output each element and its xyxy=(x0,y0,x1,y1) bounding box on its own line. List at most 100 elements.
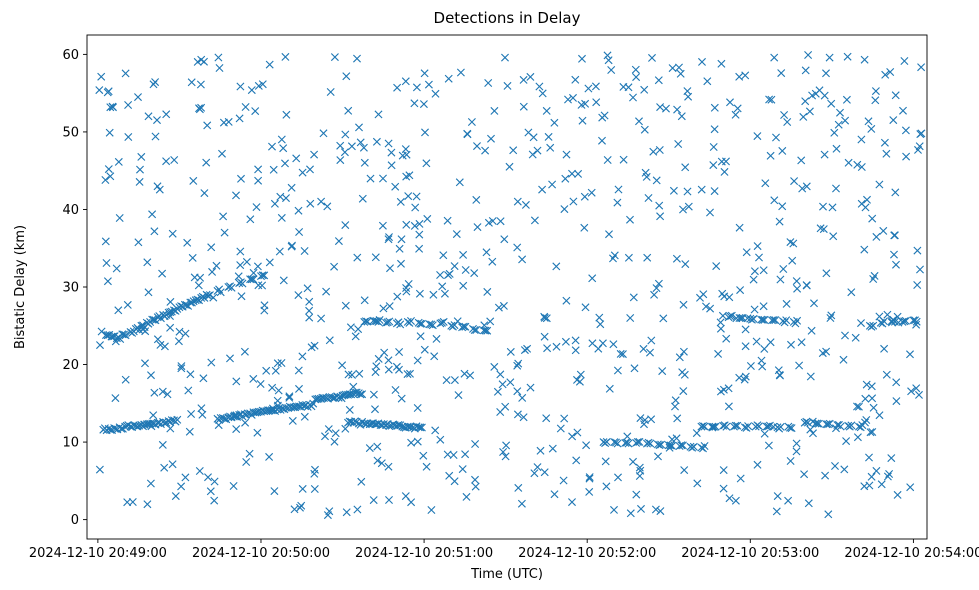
clutter-point xyxy=(287,183,296,192)
clutter-point xyxy=(212,261,221,270)
track-point xyxy=(755,422,763,431)
track-point xyxy=(374,317,383,326)
clutter-point xyxy=(825,53,834,62)
clutter-point xyxy=(866,428,875,437)
track-point xyxy=(257,272,265,281)
track-point xyxy=(644,438,653,447)
clutter-point xyxy=(436,271,445,279)
clutter-point xyxy=(673,105,682,114)
clutter-point xyxy=(750,305,759,314)
clutter-point xyxy=(733,104,742,113)
track-point xyxy=(470,326,479,334)
clutter-point xyxy=(706,304,715,313)
clutter-point xyxy=(158,440,167,449)
clutter-point xyxy=(872,232,881,241)
clutter-point xyxy=(614,185,623,194)
track-point xyxy=(472,326,481,334)
track-point xyxy=(869,321,878,330)
clutter-point xyxy=(398,151,407,160)
clutter-point xyxy=(718,289,727,298)
clutter-point xyxy=(576,370,585,379)
clutter-point xyxy=(298,168,307,177)
clutter-point xyxy=(106,103,115,112)
clutter-point xyxy=(443,450,452,459)
clutter-point xyxy=(114,157,123,166)
clutter-point xyxy=(710,187,719,196)
clutter-point xyxy=(281,159,289,168)
x-tick-label: 2024-12-10 20:54:00 xyxy=(844,546,979,561)
track-point xyxy=(371,317,380,326)
clutter-point xyxy=(458,465,467,474)
track-point xyxy=(148,315,157,324)
track-point xyxy=(458,323,467,332)
clutter-point xyxy=(709,161,718,170)
clutter-point xyxy=(484,79,493,87)
track-point xyxy=(481,326,490,335)
clutter-point xyxy=(724,402,733,411)
track-point xyxy=(298,401,307,409)
points-layer xyxy=(95,51,926,520)
clutter-point xyxy=(636,466,645,475)
clutter-point xyxy=(842,95,851,104)
clutter-point xyxy=(574,169,583,178)
clutter-point xyxy=(828,203,837,212)
clutter-point xyxy=(513,361,522,370)
clutter-point xyxy=(883,472,892,481)
track-point xyxy=(901,316,910,325)
clutter-point xyxy=(311,465,319,474)
clutter-point xyxy=(429,290,438,299)
clutter-point xyxy=(802,281,811,290)
clutter-point xyxy=(780,111,789,119)
clutter-point xyxy=(595,313,604,322)
clutter-point xyxy=(151,132,160,141)
clutter-point xyxy=(636,414,645,423)
clutter-point xyxy=(505,162,514,171)
clutter-point xyxy=(801,97,810,106)
clutter-point xyxy=(395,244,404,253)
clutter-point xyxy=(103,88,112,97)
clutter-point xyxy=(186,370,195,379)
clutter-point xyxy=(913,281,922,289)
clutter-point xyxy=(618,350,627,359)
clutter-point xyxy=(294,366,303,375)
clutter-point xyxy=(181,473,190,482)
clutter-point xyxy=(788,256,797,265)
clutter-point xyxy=(641,168,650,177)
clutter-point xyxy=(181,329,190,338)
clutter-point xyxy=(160,463,169,472)
y-tick-label: 20 xyxy=(62,358,79,373)
clutter-point xyxy=(834,120,843,129)
clutter-point xyxy=(872,466,881,475)
clutter-point xyxy=(101,176,110,184)
track-point xyxy=(621,438,630,447)
clutter-point xyxy=(804,499,813,508)
clutter-point xyxy=(822,269,831,278)
clutter-point xyxy=(342,508,351,517)
clutter-point xyxy=(412,192,421,201)
clutter-point xyxy=(188,253,197,262)
clutter-point xyxy=(605,384,614,393)
clutter-point xyxy=(235,114,244,123)
clutter-point xyxy=(271,366,280,375)
clutter-point xyxy=(249,268,258,277)
clutter-point xyxy=(385,496,393,504)
clutter-point xyxy=(568,169,576,178)
clutter-point xyxy=(842,437,851,446)
track-point xyxy=(292,402,301,411)
clutter-point xyxy=(481,146,490,155)
clutter-point xyxy=(741,372,750,381)
clutter-point xyxy=(306,199,315,208)
clutter-point xyxy=(431,426,440,435)
clutter-point xyxy=(533,146,542,155)
clutter-point xyxy=(639,344,648,353)
x-tick-label: 2024-12-10 20:52:00 xyxy=(518,546,656,561)
chart-title: Detections in Delay xyxy=(434,9,581,27)
clutter-point xyxy=(500,235,509,244)
clutter-point xyxy=(892,260,900,269)
clutter-point xyxy=(832,184,840,193)
track-point xyxy=(417,319,426,328)
clutter-point xyxy=(219,212,228,221)
clutter-point xyxy=(772,507,781,516)
clutter-point xyxy=(384,462,393,471)
clutter-point xyxy=(298,352,307,361)
